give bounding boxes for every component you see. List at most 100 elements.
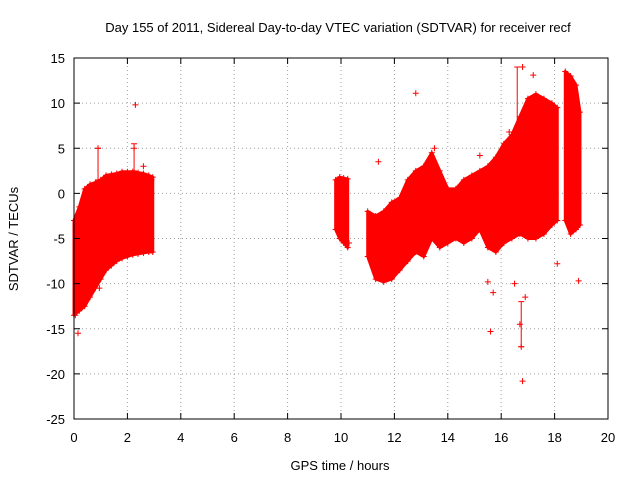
band-edge-point [145, 172, 152, 179]
band-edge-point [119, 168, 126, 175]
data-point [83, 271, 90, 278]
data-point [575, 277, 582, 284]
band-edge-point [344, 244, 351, 251]
band-edge-point [540, 230, 547, 237]
band-edge-point [554, 104, 561, 111]
band-edge-point [129, 168, 136, 175]
band-edge-point [135, 250, 142, 257]
band-edge-point [364, 208, 371, 215]
band-edge-point [140, 170, 147, 177]
band-edge-point [492, 249, 499, 256]
band-edge-point [87, 294, 94, 301]
x-tick-label: 12 [387, 430, 401, 445]
band-edge-point [576, 221, 583, 228]
data-point [530, 72, 537, 79]
band-edge-point [500, 140, 507, 147]
band-edge-point [468, 235, 475, 242]
band-edge-point [340, 175, 347, 182]
band-edge-point [436, 167, 443, 174]
band-edge-point [516, 113, 523, 120]
data-point [490, 289, 497, 296]
band-edge-point [336, 235, 343, 242]
data-point [519, 64, 526, 71]
band-edge-point [396, 267, 403, 274]
band-edge-point [108, 171, 115, 178]
x-tick-label: 20 [601, 430, 615, 445]
y-tick-label: 10 [51, 96, 65, 111]
band-edge-point [113, 258, 120, 265]
band-edge-point [380, 278, 387, 285]
band-edge-point [119, 255, 126, 262]
x-tick-label: 14 [441, 430, 455, 445]
band-edge-point [484, 163, 491, 170]
band-edge-point [476, 226, 483, 233]
band-edge-point [388, 199, 395, 206]
band-edge-point [372, 276, 379, 283]
data-point [75, 330, 82, 337]
band-edge-point [340, 240, 347, 247]
chart-title: Day 155 of 2011, Sidereal Day-to-day VTE… [105, 20, 571, 35]
band-edge-point [468, 172, 475, 179]
band-edge-point [76, 307, 83, 314]
band-edge-point [540, 95, 547, 102]
x-tick-label: 16 [494, 430, 508, 445]
data-point [96, 285, 103, 292]
data-point [148, 176, 155, 183]
band-edge-point [452, 185, 459, 192]
band-edge-point [548, 100, 555, 107]
data-point [346, 240, 353, 247]
band-edge-point [562, 68, 569, 75]
y-tick-label: -15 [46, 322, 65, 337]
band-edge-point [508, 131, 515, 138]
x-tick-label: 8 [284, 430, 291, 445]
band-edge-point [492, 154, 499, 161]
data-point [375, 158, 382, 165]
band-edge-point [140, 249, 147, 256]
data-point [72, 312, 79, 319]
band-edge-point [129, 251, 136, 258]
band-edge-point [103, 267, 110, 274]
band-edge-point [572, 226, 579, 233]
data-point [519, 378, 526, 385]
band-edge-point [336, 174, 343, 181]
band-edge-point [108, 262, 115, 269]
x-tick-label: 0 [70, 430, 77, 445]
band-edge-point [420, 253, 427, 260]
band-edge-point [420, 163, 427, 170]
band-edge-point [444, 185, 451, 192]
y-tick-label: 15 [51, 51, 65, 66]
error-bar [514, 66, 521, 149]
band-edge-point [388, 276, 395, 283]
y-tick-label: 0 [58, 186, 65, 201]
band-edge-point [436, 244, 443, 251]
band-edge-point [524, 95, 531, 102]
band-edge-point [532, 235, 539, 242]
band-edge-point [344, 175, 351, 182]
y-tick-label: -5 [53, 232, 65, 247]
band-edge-point [135, 169, 142, 176]
band-edge-point [500, 240, 507, 247]
data-point [140, 163, 147, 170]
band-edge-point [81, 303, 88, 310]
y-tick-label: -25 [46, 412, 65, 427]
band-edge-point [562, 217, 569, 224]
y-axis-title: SDTVAR / TECUs [6, 186, 21, 291]
x-tick-label: 4 [177, 430, 184, 445]
band-edge-point [476, 167, 483, 174]
band-edge-point [567, 230, 574, 237]
band-edge-point [97, 276, 104, 283]
data-point [572, 118, 579, 125]
x-tick-label: 6 [231, 430, 238, 445]
band-edge-point [412, 249, 419, 256]
band-edge-point [92, 179, 99, 186]
band-edge-point [149, 174, 156, 181]
band-edge-point [576, 109, 583, 116]
x-tick-label: 10 [334, 430, 348, 445]
band-edge-point [508, 235, 515, 242]
data-point [554, 260, 561, 267]
data-point [131, 145, 138, 152]
data-point [484, 278, 491, 285]
band-edge-point [124, 168, 131, 175]
band-edge-point [554, 217, 561, 224]
